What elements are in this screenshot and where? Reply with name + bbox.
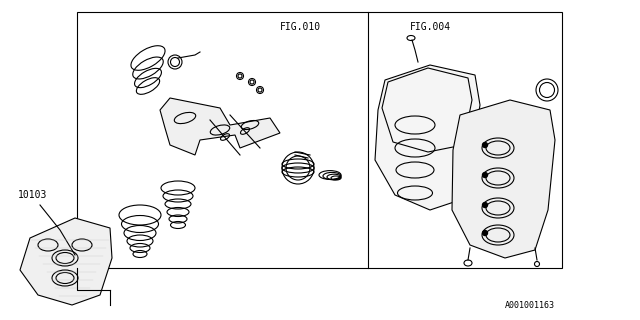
- Polygon shape: [375, 65, 480, 210]
- Circle shape: [483, 172, 488, 178]
- Circle shape: [483, 203, 488, 207]
- Polygon shape: [160, 98, 280, 155]
- Text: A001001163: A001001163: [505, 301, 555, 310]
- Text: FIG.010: FIG.010: [280, 22, 321, 32]
- Text: FIG.004: FIG.004: [410, 22, 451, 32]
- Circle shape: [483, 142, 488, 148]
- Circle shape: [483, 230, 488, 236]
- Polygon shape: [452, 100, 555, 258]
- Bar: [77, 12, 562, 268]
- Text: 10103: 10103: [18, 190, 47, 200]
- Polygon shape: [20, 218, 112, 305]
